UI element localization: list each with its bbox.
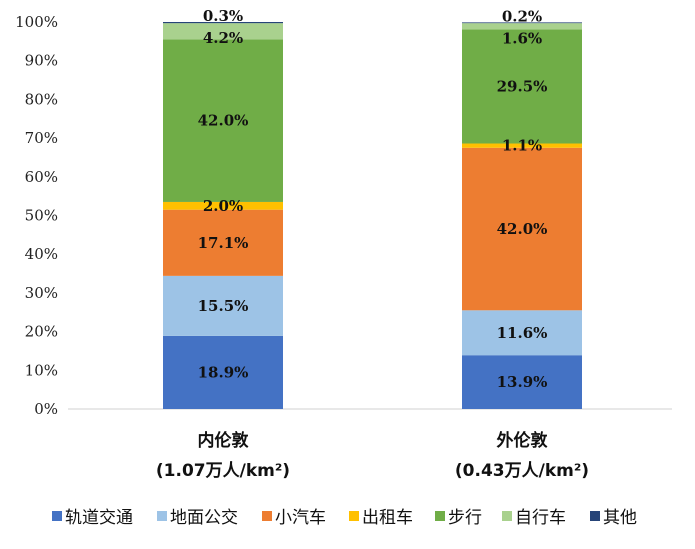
data-label: 0.3%: [203, 7, 243, 25]
bar-segment-0-2: [163, 209, 283, 276]
y-tick-label: 0%: [34, 400, 58, 418]
legend-swatch-0: [52, 511, 62, 521]
y-tick-label: 20%: [25, 323, 58, 341]
data-label: 1.1%: [502, 137, 542, 155]
data-label: 0.2%: [502, 7, 542, 25]
bar-segment-0-4: [163, 39, 283, 202]
legend-label: 出租车: [362, 508, 413, 528]
category-sublabel: (0.43万人/km²): [455, 461, 589, 481]
legend-label: 步行: [448, 508, 482, 528]
data-label: 15.5%: [198, 297, 249, 315]
y-tick-label: 100%: [15, 13, 58, 31]
y-tick-label: 60%: [25, 168, 58, 186]
category-label: 外伦敦: [497, 430, 549, 451]
bar-segment-1-1: [462, 310, 582, 356]
legend-swatch-3: [349, 511, 359, 521]
legend-label: 地面公交: [170, 508, 238, 528]
data-label: 1.6%: [502, 29, 542, 47]
data-label: 13.9%: [497, 373, 548, 391]
data-label: 2.0%: [203, 197, 243, 215]
y-tick-label: 40%: [25, 245, 58, 263]
bar-segment-1-6: [462, 22, 582, 24]
y-tick-label: 80%: [25, 90, 58, 108]
legend-swatch-1: [157, 511, 167, 521]
legend-swatch-2: [262, 511, 272, 521]
data-label: 17.1%: [198, 234, 249, 252]
y-tick-label: 90%: [25, 52, 58, 70]
data-label: 11.6%: [497, 324, 548, 342]
bar-segment-0-3: [163, 201, 283, 210]
y-tick-label: 50%: [25, 207, 58, 225]
bar-segment-0-1: [163, 275, 283, 336]
legend-swatch-5: [502, 511, 512, 521]
legend-swatch-4: [435, 511, 445, 521]
category-sublabel: (1.07万人/km²): [156, 461, 290, 481]
legend-swatch-6: [590, 511, 600, 521]
bar-segment-1-5: [462, 23, 582, 30]
y-tick-label: 10%: [25, 361, 58, 379]
data-label: 29.5%: [497, 77, 548, 95]
bar-segment-1-4: [462, 29, 582, 144]
bar-segment-1-0: [462, 355, 582, 409]
bar-segment-0-6: [163, 22, 283, 24]
bar-segment-0-0: [163, 335, 283, 409]
data-label: 18.9%: [198, 363, 249, 381]
data-label: 4.2%: [203, 29, 243, 47]
data-label: 42.0%: [198, 112, 249, 130]
bar-segment-1-3: [462, 143, 582, 148]
data-label: 42.0%: [497, 220, 548, 238]
bar-segment-1-2: [462, 147, 582, 311]
legend-label: 轨道交通: [65, 508, 133, 528]
legend-label: 小汽车: [275, 508, 326, 528]
y-tick-label: 30%: [25, 284, 58, 302]
legend-label: 其他: [603, 508, 637, 528]
category-label: 内伦敦: [198, 430, 250, 451]
legend-label: 自行车: [515, 508, 566, 528]
bar-segment-0-5: [163, 23, 283, 40]
y-tick-label: 70%: [25, 129, 58, 147]
